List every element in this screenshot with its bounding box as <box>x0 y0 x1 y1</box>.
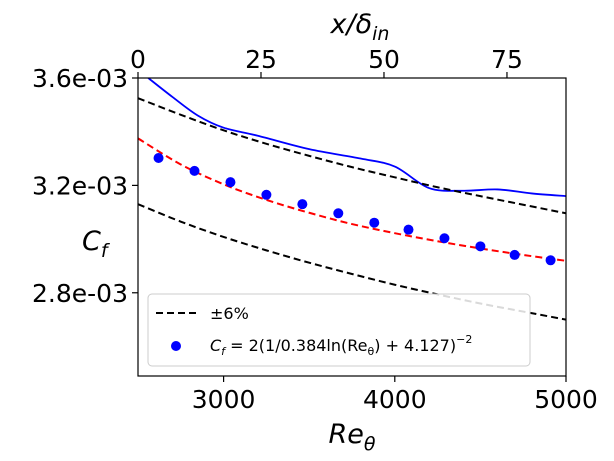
y-tick-label: 2.8e-03 <box>32 279 128 308</box>
top-tick-label: 25 <box>245 45 277 74</box>
data-point <box>545 255 556 266</box>
top-axis-title: x/δin <box>330 9 390 45</box>
series-line-correlation <box>138 137 566 262</box>
data-point <box>403 224 414 235</box>
x-tick-label: 5000 <box>534 385 598 414</box>
series-line-simulation <box>147 78 566 198</box>
legend-label-correlation: Cf = 2(1/0.384ln(Reθ) + 4.127)−2 <box>210 333 472 358</box>
data-point <box>297 199 308 210</box>
legend-box <box>147 293 531 367</box>
y-tick-label: 3.6e-03 <box>32 64 128 93</box>
plot-area <box>138 78 566 321</box>
y-axis-title: Cf <box>82 226 111 262</box>
x-tick-label: 3000 <box>192 385 256 414</box>
data-point <box>261 189 272 200</box>
top-tick-label: 75 <box>491 45 523 74</box>
legend-marker-symbol <box>171 341 181 351</box>
series-line-upper <box>138 97 566 215</box>
data-point <box>369 217 380 228</box>
data-point <box>189 165 200 176</box>
x-axis-title: Reθ <box>329 419 376 455</box>
data-point <box>439 233 450 244</box>
y-tick-label: 3.2e-03 <box>32 171 128 200</box>
data-point <box>509 249 520 260</box>
x-tick-label: 4000 <box>363 385 427 414</box>
data-point <box>475 241 486 252</box>
data-point <box>333 208 344 219</box>
axes-ticks: 3000 4000 5000 0 25 50 75 2.8e-03 3.2e-03 3.6e-03 <box>32 45 598 414</box>
plot-frame <box>137 77 567 377</box>
legend: ±6% Cf = 2(1/0.384ln(Reθ) + 4.127)−2 <box>147 293 531 367</box>
top-tick-label: 50 <box>368 45 400 74</box>
data-point <box>225 177 236 188</box>
data-point <box>153 153 164 164</box>
legend-label-pm6: ±6% <box>210 304 249 323</box>
top-tick-label: 0 <box>130 45 146 74</box>
